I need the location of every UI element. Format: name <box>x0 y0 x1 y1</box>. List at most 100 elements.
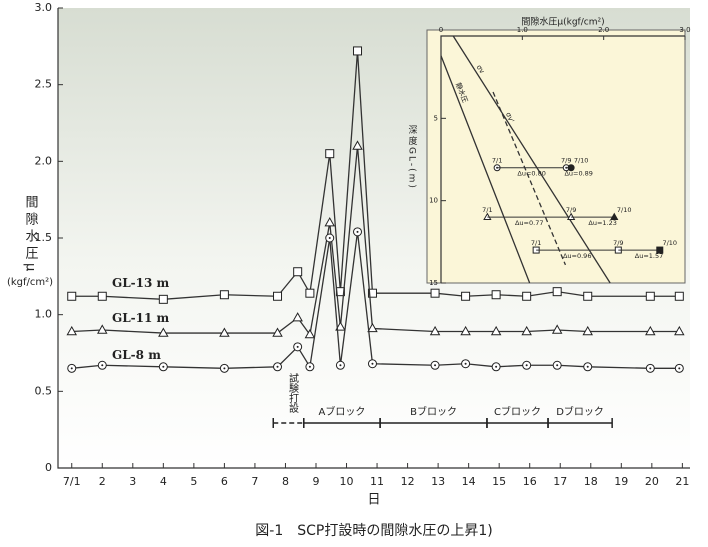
series-label: GL-8 m <box>112 348 161 362</box>
x-tick-label: 3.0 <box>679 26 690 34</box>
data-point-dot <box>308 365 311 368</box>
y-tick-label: 2.5 <box>35 78 53 91</box>
data-point <box>66 325 77 336</box>
data-point <box>272 327 283 337</box>
x-tick-label: 4 <box>160 475 167 488</box>
data-point-dot <box>371 362 374 365</box>
data-point <box>353 46 363 56</box>
data-point <box>305 288 315 298</box>
data-point-dot <box>356 230 359 233</box>
y-tick-label: 10 <box>429 197 438 205</box>
period-label: Aブロック <box>319 405 366 418</box>
x-tick-label: 14 <box>462 475 476 488</box>
data-point <box>645 325 656 336</box>
point-label: 7/10 <box>617 206 632 214</box>
row-point <box>566 212 576 221</box>
x-tick-label: 21 <box>675 475 689 488</box>
point-label: 7/10 <box>574 157 589 165</box>
point-label: 7/9 <box>613 239 623 247</box>
data-point <box>521 325 532 336</box>
row-point <box>483 212 492 221</box>
point-label: 7/1 <box>482 206 492 214</box>
data-point <box>324 217 335 227</box>
row-point <box>610 212 619 221</box>
y-tick-label: 15 <box>429 279 438 287</box>
data-point <box>583 291 593 301</box>
series-line <box>492 91 567 266</box>
data-point <box>491 290 501 300</box>
x-tick-label: 2.0 <box>598 26 609 34</box>
x-tick-label: 3 <box>129 475 136 488</box>
data-point <box>335 321 346 331</box>
data-point-dot <box>586 365 589 368</box>
inset-background <box>426 29 686 284</box>
data-point-dot <box>339 364 342 367</box>
data-point <box>352 140 363 150</box>
x-tick-label: 1.0 <box>517 26 528 34</box>
caption: 図-1 SCP打設時の間隙水圧の上昇1) <box>255 522 492 539</box>
y-tick-label: 1.0 <box>35 308 53 321</box>
data-point <box>273 291 283 301</box>
data-point-dot <box>556 364 559 367</box>
y-tick-label: 0.5 <box>35 384 53 397</box>
data-point <box>674 325 685 336</box>
delta-label: Δu=0.77 <box>515 219 544 227</box>
data-point <box>430 288 440 298</box>
inset-title: 間隙水圧μ(kgf/cm²) <box>521 16 604 28</box>
point-label: 7/9 <box>561 157 571 165</box>
point-label: 7/1 <box>531 239 541 247</box>
x-tick-label: 17 <box>553 475 567 488</box>
data-point-dot <box>678 367 681 370</box>
data-point <box>158 327 169 337</box>
x-tick-label: 8 <box>282 475 289 488</box>
y-tick-label: 1.5 <box>35 231 53 244</box>
data-point <box>219 327 230 337</box>
series-line <box>440 55 531 284</box>
data-point-dot <box>495 365 498 368</box>
point-label: 7/10 <box>662 239 677 247</box>
period-label: Dブロック <box>556 405 604 418</box>
period-label: Cブロック <box>494 405 541 418</box>
period-label: 試験打設 <box>287 372 299 414</box>
series-label: GL-11 m <box>112 311 170 325</box>
data-point <box>522 291 532 301</box>
y-tick-label: 3.0 <box>35 1 53 14</box>
x-tick-label: 18 <box>584 475 598 488</box>
data-point-dot <box>464 362 467 365</box>
data-point <box>293 267 303 277</box>
delta-label: Δu=0.96 <box>563 252 592 260</box>
y-axis-unit: (kgf/cm²) <box>7 277 53 288</box>
data-point <box>367 288 377 298</box>
delta-label: Δu=0.89 <box>564 170 593 178</box>
x-tick-label: 12 <box>401 475 415 488</box>
data-point <box>367 322 378 333</box>
data-point-dot <box>70 367 73 370</box>
x-tick-label: 6 <box>221 475 228 488</box>
x-tick-label: 5 <box>190 475 197 488</box>
x-tick-label: 9 <box>312 475 319 488</box>
data-point <box>304 328 316 339</box>
y-axis-label: 間隙水圧μ <box>23 195 39 275</box>
data-point <box>551 324 563 334</box>
x-tick-label: 15 <box>492 475 506 488</box>
point-label: 7/9 <box>566 206 576 214</box>
data-point-dot <box>328 237 331 239</box>
data-point <box>552 287 562 297</box>
series-line <box>452 35 611 284</box>
data-point <box>429 325 441 336</box>
x-tick-label: 7 <box>251 475 258 488</box>
data-point <box>460 325 471 336</box>
delta-label: Δu=0.80 <box>517 170 546 178</box>
data-point <box>461 291 471 301</box>
x-tick-label: 16 <box>523 475 537 488</box>
x-tick-label: 19 <box>614 475 628 488</box>
data-point-dot <box>525 364 528 367</box>
row-point <box>567 164 575 172</box>
data-point-dot <box>296 345 299 348</box>
delta-label: Δu=1.57 <box>635 252 664 260</box>
data-point <box>219 290 229 300</box>
data-point <box>490 325 502 336</box>
x-tick-label: 20 <box>645 475 659 488</box>
data-point <box>325 149 335 159</box>
data-point <box>97 324 108 334</box>
